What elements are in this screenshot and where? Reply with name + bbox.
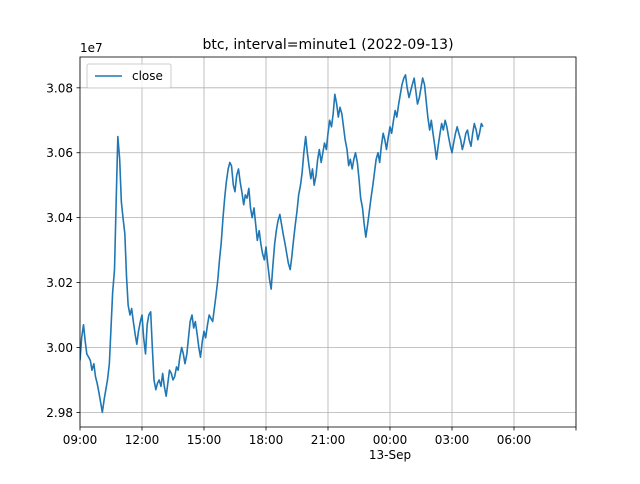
legend-box — [86, 63, 172, 89]
x-tick-label: 18:00 — [249, 433, 284, 447]
legend-label: close — [132, 69, 163, 83]
y-tick-label: 3.08 — [46, 81, 73, 95]
x-tick-label: 09:00 — [63, 433, 98, 447]
y-axis: 2.98 3.00 3.02 3.04 3.06 3.08 — [46, 81, 80, 420]
y-tick-label: 3.02 — [46, 276, 73, 290]
x-tick-label: 12:00 — [125, 433, 160, 447]
y-offset-label: 1e7 — [80, 41, 103, 55]
chart-title: btc, interval=minute1 (2022-09-13) — [202, 37, 453, 53]
x-tick-sublabel: 13-Sep — [369, 448, 411, 462]
y-tick-label: 3.06 — [46, 146, 73, 160]
x-tick-label: 06:00 — [497, 433, 532, 447]
series-lines — [80, 74, 484, 414]
x-tick-label: 21:00 — [311, 433, 346, 447]
legend: close — [86, 63, 172, 89]
y-tick-label: 3.04 — [46, 211, 73, 225]
x-tick-label: 00:00 — [373, 433, 408, 447]
x-tick-label: 03:00 — [435, 433, 470, 447]
x-tick-label: 15:00 — [187, 433, 222, 447]
series-line-close — [80, 74, 484, 414]
y-tick-label: 3.00 — [46, 341, 73, 355]
y-tick-label: 2.98 — [46, 406, 73, 420]
